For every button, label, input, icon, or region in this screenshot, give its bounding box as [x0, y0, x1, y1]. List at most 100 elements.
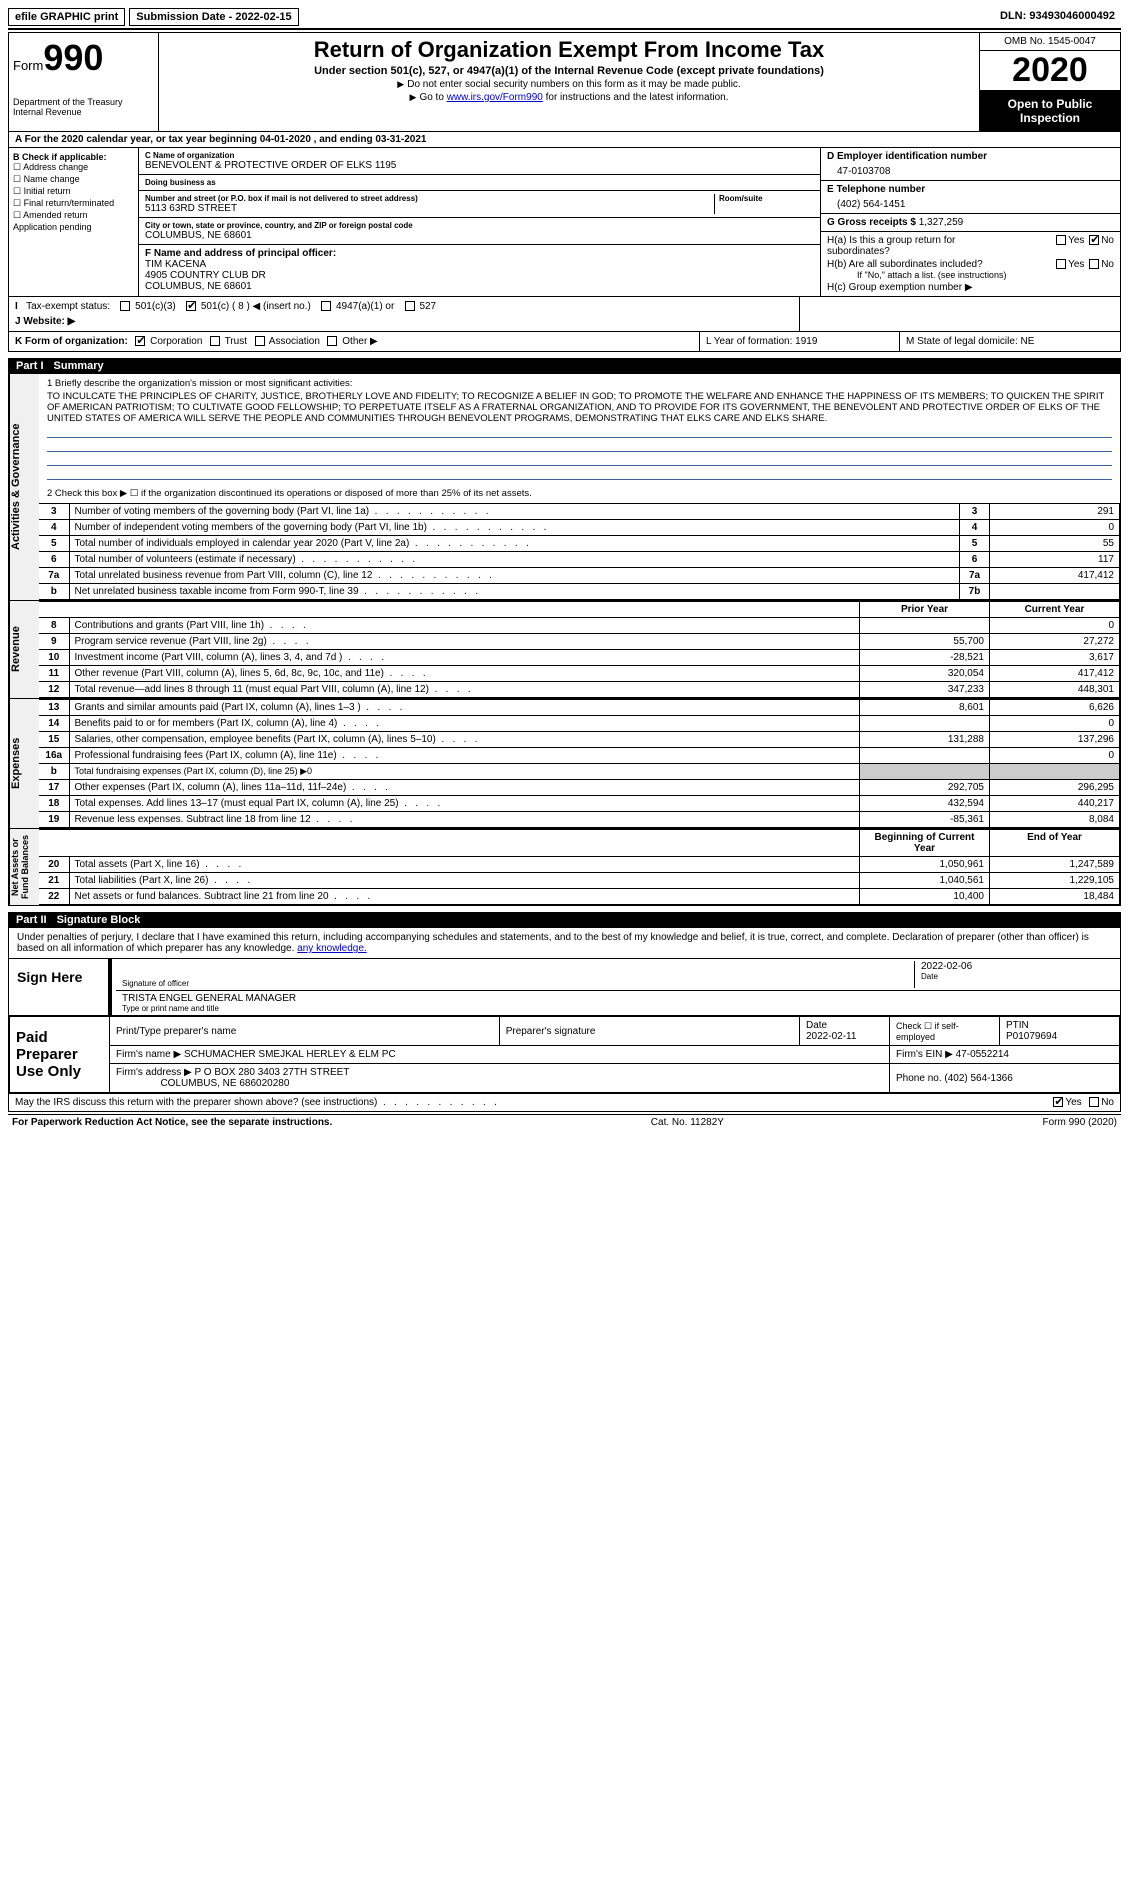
mission-block: 1 Briefly describe the organization's mi…: [39, 374, 1120, 503]
form990-link[interactable]: www.irs.gov/Form990: [447, 92, 543, 103]
mission-q2: 2 Check this box ▶ ☐ if the organization…: [47, 488, 1112, 499]
governance-table: 3Number of voting members of the governi…: [39, 503, 1120, 600]
table-row: 20Total assets (Part X, line 16)1,050,96…: [39, 857, 1120, 873]
chk-trust[interactable]: [210, 336, 220, 346]
prep-date: 2022-02-11: [806, 1031, 856, 1042]
chk-527[interactable]: [405, 301, 415, 311]
chk-corp[interactable]: [135, 336, 145, 346]
sig-officer-label: Signature of officer: [122, 979, 914, 988]
chk-address-change[interactable]: ☐ Address change: [13, 162, 134, 173]
org-name-label: C Name of organization: [145, 151, 814, 160]
part1-header: Part I Summary: [8, 358, 1121, 374]
chk-4947[interactable]: [321, 301, 331, 311]
tax-status-label: Tax-exempt status:: [26, 301, 110, 312]
discuss-yes-chk[interactable]: [1053, 1097, 1063, 1107]
goto-note: Go to www.irs.gov/Form990 for instructio…: [167, 92, 971, 103]
box-d-g: D Employer identification number 47-0103…: [820, 148, 1120, 296]
ha-answer: Yes No: [1054, 235, 1114, 257]
firm-name: SCHUMACHER SMEJKAL HERLEY & ELM PC: [184, 1049, 396, 1060]
hb-no-chk[interactable]: [1089, 259, 1099, 269]
self-employed-chk[interactable]: Check ☐ if self-employed: [890, 1017, 1000, 1046]
ein-label: D Employer identification number: [827, 151, 1114, 162]
sign-here-label: Sign Here: [9, 959, 109, 1015]
part2-num: Part II: [16, 914, 57, 926]
revenue-section: Revenue Prior YearCurrent Year8Contribut…: [8, 601, 1121, 699]
discuss-no-chk[interactable]: [1089, 1097, 1099, 1107]
state-domicile: M State of legal domicile: NE: [900, 332, 1120, 351]
part1-num: Part I: [16, 360, 54, 372]
dln-value: 93493046000492: [1029, 10, 1115, 22]
table-row: 13Grants and similar amounts paid (Part …: [39, 700, 1120, 716]
omb-number: OMB No. 1545-0047: [980, 33, 1120, 51]
goto-post: for instructions and the latest informat…: [543, 92, 729, 103]
table-row: 16aProfessional fundraising fees (Part I…: [39, 748, 1120, 764]
preparer-table: Paid Preparer Use Only Print/Type prepar…: [9, 1016, 1120, 1093]
chk-other[interactable]: [327, 336, 337, 346]
hb-label: H(b) Are all subordinates included?: [827, 259, 983, 270]
chk-name-change[interactable]: ☐ Name change: [13, 174, 134, 185]
officer-name: TIM KACENA: [145, 259, 814, 270]
firm-name-label: Firm's name ▶: [116, 1049, 181, 1060]
expenses-table: 13Grants and similar amounts paid (Part …: [39, 699, 1120, 828]
table-row: 3Number of voting members of the governi…: [39, 504, 1120, 520]
table-row: 4Number of independent voting members of…: [39, 520, 1120, 536]
hc-label: H(c) Group exemption number ▶: [827, 282, 1114, 293]
table-row: 10Investment income (Part VIII, column (…: [39, 650, 1120, 666]
row-k: K Form of organization: Corporation Trus…: [8, 332, 1121, 352]
box-b: B Check if applicable: ☐ Address change …: [9, 148, 139, 296]
ha-no-chk[interactable]: [1089, 235, 1099, 245]
chk-assoc[interactable]: [255, 336, 265, 346]
officer-addr1: 4905 COUNTRY CLUB DR: [145, 270, 814, 281]
hb-yes-chk[interactable]: [1056, 259, 1066, 269]
dln-label: DLN:: [1000, 10, 1029, 22]
form-header: Form990 Department of the Treasury Inter…: [8, 32, 1121, 132]
vtab-revenue: Revenue: [9, 601, 39, 698]
officer-name-label: Type or print name and title: [122, 1004, 1114, 1013]
chk-application-pending[interactable]: Application pending: [13, 222, 134, 232]
expenses-section: Expenses 13Grants and similar amounts pa…: [8, 699, 1121, 829]
form-org-label: K Form of organization:: [15, 336, 128, 347]
table-row: 5Total number of individuals employed in…: [39, 536, 1120, 552]
table-row: 7aTotal unrelated business revenue from …: [39, 568, 1120, 584]
ein-value: 47-0103708: [827, 162, 1114, 177]
netassets-table: Beginning of Current YearEnd of Year20To…: [39, 829, 1120, 905]
street-value: 5113 63RD STREET: [145, 203, 714, 214]
firm-ein: 47-0552214: [956, 1049, 1009, 1060]
ha-yes-chk[interactable]: [1056, 235, 1066, 245]
firm-addr-label: Firm's address ▶: [116, 1067, 192, 1078]
table-row: 18Total expenses. Add lines 13–17 (must …: [39, 796, 1120, 812]
chk-initial-return[interactable]: ☐ Initial return: [13, 186, 134, 197]
public-inspection: Open to Public Inspection: [980, 91, 1120, 131]
cat-no: Cat. No. 11282Y: [651, 1117, 724, 1128]
part2-title: Signature Block: [57, 914, 141, 926]
mission-rule: [47, 468, 1112, 480]
chk-501c[interactable]: [186, 301, 196, 311]
chk-amended[interactable]: ☐ Amended return: [13, 210, 134, 221]
officer-addr2: COLUMBUS, NE 68601: [145, 281, 814, 292]
form-title: Return of Organization Exempt From Incom…: [167, 37, 971, 63]
page-footer: For Paperwork Reduction Act Notice, see …: [8, 1114, 1121, 1130]
table-row: 22Net assets or fund balances. Subtract …: [39, 889, 1120, 905]
entity-grid: B Check if applicable: ☐ Address change …: [8, 148, 1121, 297]
dba-label: Doing business as: [145, 178, 814, 187]
any-knowledge-link[interactable]: any knowledge.: [297, 943, 367, 954]
chk-501c3[interactable]: [120, 301, 130, 311]
discuss-question: May the IRS discuss this return with the…: [15, 1097, 497, 1108]
officer-printed-name: TRISTA ENGEL GENERAL MANAGER: [122, 993, 1114, 1004]
chk-final-return[interactable]: ☐ Final return/terminated: [13, 198, 134, 209]
row-a-taxyear: A For the 2020 calendar year, or tax yea…: [8, 132, 1121, 148]
table-row: 12Total revenue—add lines 8 through 11 (…: [39, 682, 1120, 698]
officer-label: F Name and address of principal officer:: [145, 248, 814, 259]
ha-label: H(a) Is this a group return for subordin…: [827, 235, 1007, 257]
gross-value: 1,327,259: [919, 217, 964, 228]
vtab-expenses: Expenses: [9, 699, 39, 828]
hb-note: If "No," attach a list. (see instruction…: [857, 270, 1114, 280]
table-row: 9Program service revenue (Part VIII, lin…: [39, 634, 1120, 650]
goto-pre: Go to: [410, 92, 447, 103]
vtab-governance: Activities & Governance: [9, 374, 39, 600]
org-name: BENEVOLENT & PROTECTIVE ORDER OF ELKS 11…: [145, 160, 814, 171]
submission-box: Submission Date - 2022-02-15: [129, 8, 298, 26]
hb-answer: Yes No: [1054, 259, 1114, 270]
table-row: 11Other revenue (Part VIII, column (A), …: [39, 666, 1120, 682]
year-formation: L Year of formation: 1919: [700, 332, 900, 351]
